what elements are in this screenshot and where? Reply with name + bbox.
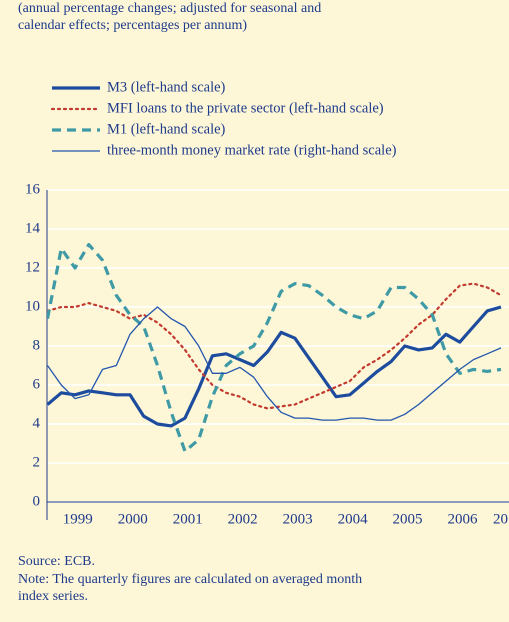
legend-label: M3 (left-hand scale): [107, 79, 226, 95]
x-tick-label: 2001: [173, 511, 203, 527]
y-tick-label: 14: [25, 220, 41, 236]
note: Note: The quarterly figures are calculat…: [18, 572, 362, 587]
source: Source: ECB.: [18, 554, 95, 569]
x-tick-label: 2002: [228, 511, 258, 527]
y-tick-label: 10: [25, 298, 40, 314]
series-group: [47, 243, 503, 453]
x-tick-label: 1999: [63, 511, 93, 527]
note: index series.: [18, 589, 88, 604]
series-line: [47, 305, 502, 428]
subtitle: (annual percentage changes; adjusted for…: [18, 1, 321, 16]
x-tick-label: 20: [493, 511, 508, 527]
series-line: [47, 306, 502, 421]
legend-label: M1 (left-hand scale): [107, 121, 226, 137]
y-tick-label: 16: [25, 181, 41, 197]
legend-label: three-month money market rate (right-han…: [107, 142, 397, 158]
x-tick-label: 2003: [283, 511, 313, 527]
y-tick-label: 6: [33, 376, 41, 392]
y-tick-label: 8: [33, 337, 41, 353]
y-tick-label: 12: [25, 259, 40, 275]
y-tick-label: 2: [33, 454, 41, 470]
y-tick-label: 0: [33, 493, 41, 509]
legend-label: MFI loans to the private sector (left-ha…: [107, 100, 384, 116]
x-tick-label: 2006: [448, 511, 479, 527]
series-line: [47, 243, 502, 453]
subtitle: calendar effects; percentages per annum): [18, 18, 247, 33]
x-tick-label: 2000: [118, 511, 148, 527]
x-tick-label: 2004: [338, 511, 369, 527]
x-tick-label: 2005: [393, 511, 423, 527]
series-line: [47, 282, 503, 410]
y-tick-label: 4: [33, 415, 41, 431]
